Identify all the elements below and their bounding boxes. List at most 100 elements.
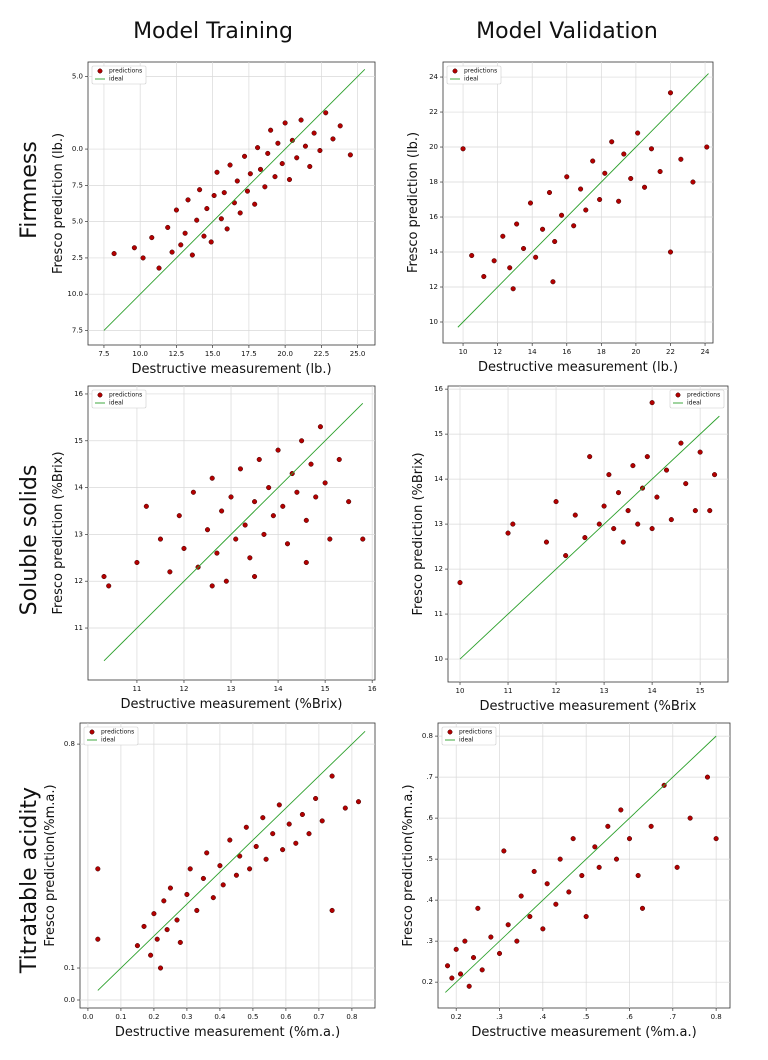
point: [582, 535, 588, 541]
y-tick-label: 12: [74, 577, 83, 585]
y-tick-label: .7: [426, 773, 433, 781]
x-tick-label: 0.0: [82, 1013, 93, 1021]
point: [298, 117, 304, 123]
point: [252, 573, 258, 580]
ideal-line: [457, 73, 709, 328]
point: [572, 512, 578, 518]
x-tick-label: 15: [696, 687, 705, 695]
point: [311, 130, 317, 136]
point: [237, 853, 243, 859]
x-tick-label: 15.0: [205, 350, 221, 358]
y-axis-label: Fresco prediction(%m.a.): [401, 784, 416, 946]
y-tick-label: .3: [426, 937, 433, 945]
point: [644, 454, 650, 460]
y-tick-label: 7.5: [72, 181, 83, 189]
point: [687, 815, 693, 821]
point: [209, 583, 215, 589]
point: [546, 189, 553, 196]
y-tick-label: 24: [429, 73, 438, 81]
point: [613, 856, 620, 862]
point: [317, 424, 323, 430]
point: [289, 137, 295, 143]
point: [237, 210, 243, 216]
point: [553, 499, 559, 505]
point: [678, 440, 684, 446]
point: [553, 901, 559, 907]
point: [457, 971, 464, 977]
x-tick-label: 10: [459, 348, 468, 356]
x-axis-label: Destructive measurement (%Brix: [480, 699, 697, 714]
point: [307, 163, 313, 170]
y-tick-label: 16: [434, 385, 443, 393]
point: [648, 146, 655, 152]
point: [479, 967, 485, 973]
point: [521, 245, 527, 252]
point: [313, 795, 319, 802]
point: [176, 513, 182, 519]
x-tick-label: 14: [274, 685, 283, 693]
point: [566, 889, 572, 895]
legend-swatch: [452, 68, 458, 74]
x-tick-label: 0.4: [214, 1013, 226, 1021]
point: [270, 513, 276, 519]
x-axis-label: Destructive measurement (%Brix): [120, 697, 342, 712]
point: [260, 815, 266, 821]
point: [241, 153, 248, 159]
point: [501, 848, 507, 854]
y-tick-label: 0.2: [422, 978, 433, 986]
point: [317, 147, 323, 154]
point: [148, 952, 154, 958]
point: [214, 169, 220, 175]
x-tick-label: 11: [504, 687, 513, 695]
x-tick-label: 0.8: [346, 1013, 357, 1021]
plot: 7.5 10.0 12.5 15.0 17.5 20.0 22.5 25.0 5.0 0.0 7.5…: [51, 61, 376, 377]
x-tick-label: 11: [132, 685, 141, 693]
point: [657, 168, 663, 175]
point: [106, 583, 112, 589]
point: [453, 946, 459, 952]
y-tick-label: 5.0: [72, 73, 83, 81]
point: [346, 499, 352, 505]
point: [154, 936, 160, 942]
point: [616, 198, 622, 204]
point: [583, 207, 589, 213]
x-tick-label: 0.8: [711, 1013, 722, 1021]
point: [247, 171, 253, 177]
point: [579, 872, 585, 879]
legend-label: predictions: [464, 68, 497, 75]
x-tick-label: 0.6: [280, 1013, 292, 1021]
x-tick-label: 0.2: [148, 1013, 159, 1021]
point: [286, 177, 293, 183]
column-title: Model Training: [133, 19, 293, 44]
point: [620, 539, 626, 545]
point: [233, 536, 239, 542]
point: [164, 927, 170, 933]
point: [156, 265, 162, 271]
legend-label: ideal: [459, 737, 474, 744]
point: [280, 847, 286, 853]
point: [531, 868, 537, 874]
y-tick-label: 0.0: [72, 145, 83, 153]
point: [270, 831, 276, 837]
y-tick-label: 15: [74, 437, 83, 445]
legend-swatch: [89, 729, 95, 735]
x-tick-label: 14: [648, 687, 657, 695]
point: [540, 226, 546, 232]
point: [149, 235, 155, 241]
point: [209, 475, 215, 481]
point: [101, 573, 107, 580]
legend-box: [441, 726, 497, 746]
y-tick-label: 10: [434, 655, 443, 663]
point: [257, 166, 264, 172]
point: [337, 123, 343, 129]
point: [609, 139, 615, 145]
legend-label: ideal: [109, 76, 124, 83]
point: [570, 836, 576, 842]
point: [244, 188, 250, 194]
y-tick-label: 0.8: [64, 740, 75, 748]
point: [303, 559, 309, 566]
point: [214, 550, 220, 556]
x-tick-label: 0.2: [451, 1013, 462, 1021]
point: [514, 221, 520, 227]
point: [360, 536, 366, 542]
